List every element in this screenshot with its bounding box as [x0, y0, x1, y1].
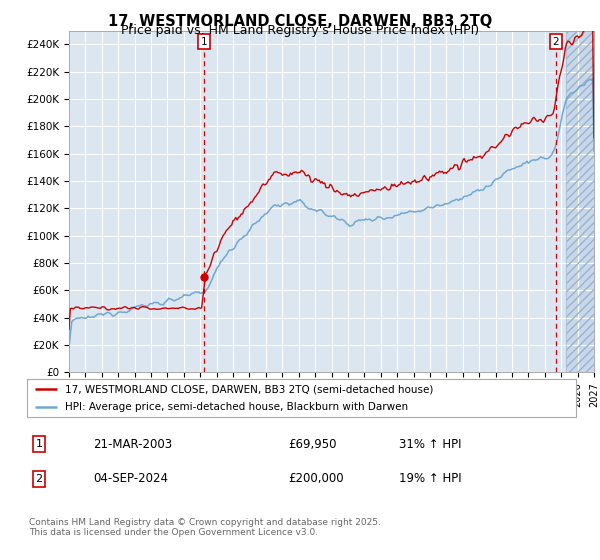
- Text: 2: 2: [553, 37, 559, 46]
- Text: 19% ↑ HPI: 19% ↑ HPI: [399, 472, 461, 486]
- Text: 17, WESTMORLAND CLOSE, DARWEN, BB3 2TQ: 17, WESTMORLAND CLOSE, DARWEN, BB3 2TQ: [108, 14, 492, 29]
- Text: HPI: Average price, semi-detached house, Blackburn with Darwen: HPI: Average price, semi-detached house,…: [65, 402, 409, 412]
- Text: 2: 2: [35, 474, 43, 484]
- Text: 17, WESTMORLAND CLOSE, DARWEN, BB3 2TQ (semi-detached house): 17, WESTMORLAND CLOSE, DARWEN, BB3 2TQ (…: [65, 384, 434, 394]
- Text: Contains HM Land Registry data © Crown copyright and database right 2025.
This d: Contains HM Land Registry data © Crown c…: [29, 518, 380, 538]
- Bar: [566, 31, 594, 372]
- Text: £200,000: £200,000: [288, 472, 344, 486]
- Text: 1: 1: [200, 37, 207, 46]
- Text: 1: 1: [35, 439, 43, 449]
- Bar: [566, 31, 594, 372]
- Text: 21-MAR-2003: 21-MAR-2003: [93, 437, 172, 451]
- Text: £69,950: £69,950: [288, 437, 337, 451]
- Text: 31% ↑ HPI: 31% ↑ HPI: [399, 437, 461, 451]
- Text: Price paid vs. HM Land Registry's House Price Index (HPI): Price paid vs. HM Land Registry's House …: [121, 24, 479, 37]
- Text: 04-SEP-2024: 04-SEP-2024: [93, 472, 168, 486]
